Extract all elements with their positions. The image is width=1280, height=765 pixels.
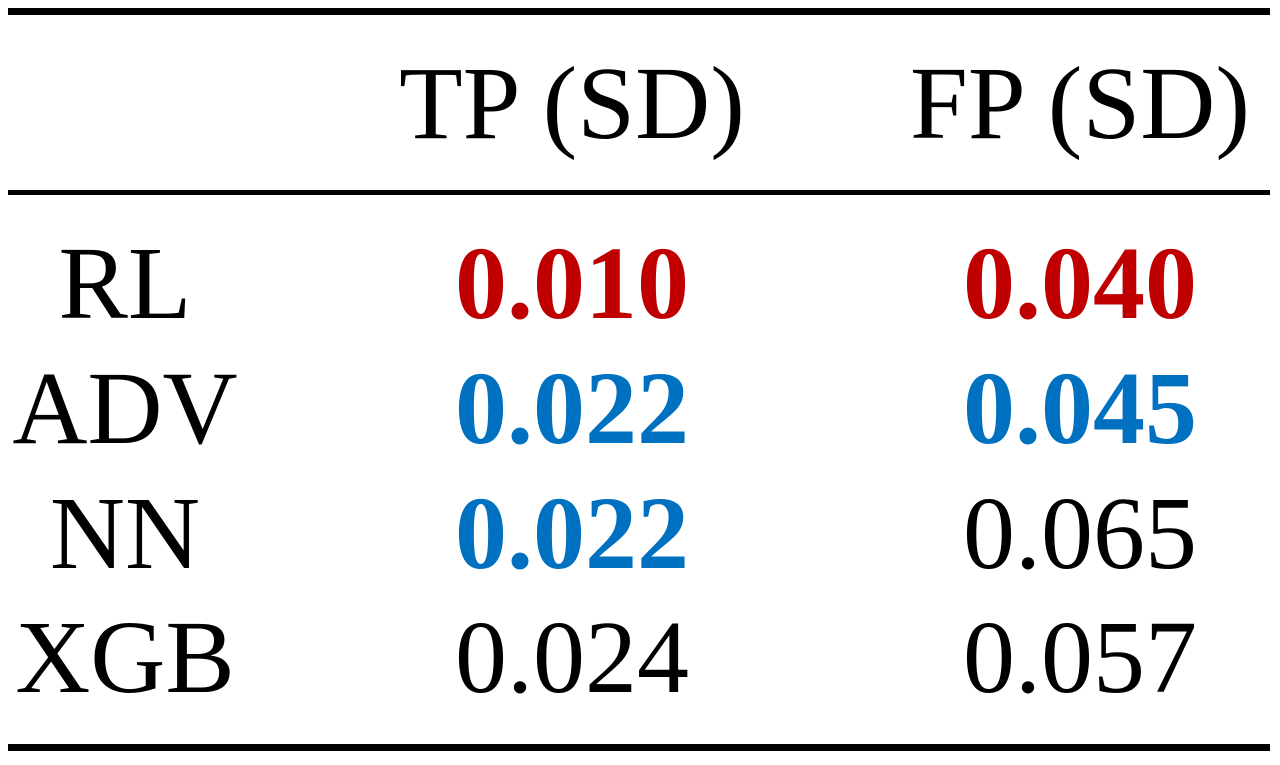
row-label-nn: NN xyxy=(49,476,201,591)
cell-xgb-fp: 0.057 xyxy=(963,600,1197,715)
cell-nn-tp: 0.022 xyxy=(455,476,689,591)
cell-adv-tp: 0.022 xyxy=(455,351,689,466)
row-label-adv: ADV xyxy=(12,351,238,466)
row-label-xgb: XGB xyxy=(15,600,235,715)
cell-xgb-tp: 0.024 xyxy=(455,600,689,715)
top-rule xyxy=(8,8,1270,15)
header-rule xyxy=(8,190,1270,195)
bottom-rule xyxy=(8,744,1270,751)
cell-rl-fp: 0.040 xyxy=(963,226,1197,341)
row-label-rl: RL xyxy=(58,226,192,341)
header-fp: FP (SD) xyxy=(909,46,1251,161)
cell-rl-tp: 0.010 xyxy=(455,226,689,341)
header-tp: TP (SD) xyxy=(399,46,745,161)
cell-adv-fp: 0.045 xyxy=(963,351,1197,466)
cell-nn-fp: 0.065 xyxy=(963,476,1197,591)
